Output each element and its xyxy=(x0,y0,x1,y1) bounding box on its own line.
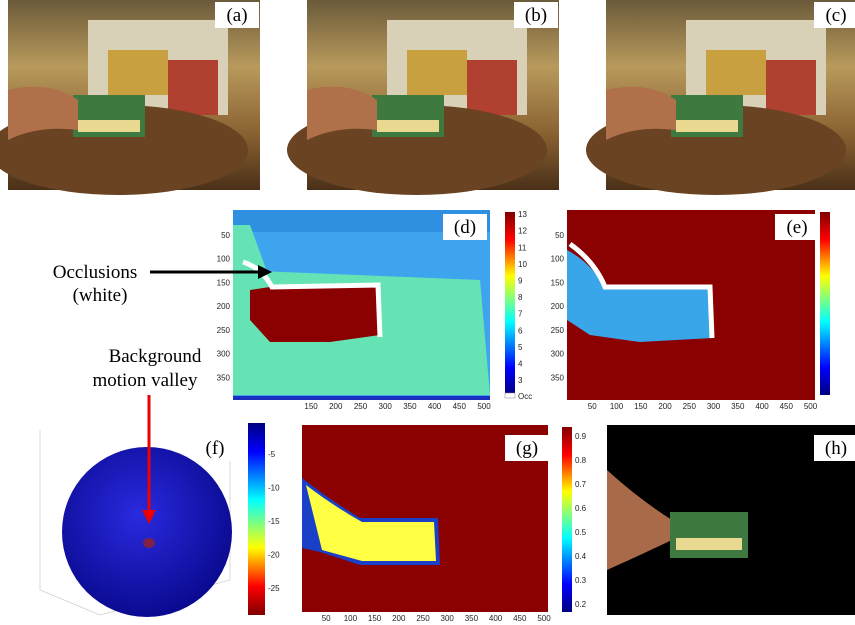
y-tick-label: 200 xyxy=(217,302,231,311)
colorbar-label: -10 xyxy=(268,484,280,493)
annotation: motion valley xyxy=(92,370,198,391)
photo-a xyxy=(0,0,260,195)
colorbar-label: 7 xyxy=(518,310,523,319)
colorbar-label: Occ xyxy=(518,392,532,401)
colorbar-label: 0.5 xyxy=(575,528,587,537)
panel-label: (g) xyxy=(516,438,538,459)
annotation: Background xyxy=(109,346,202,367)
x-tick-label: 200 xyxy=(658,402,672,411)
x-tick-label: 200 xyxy=(329,402,343,411)
x-tick-label: 500 xyxy=(477,402,491,411)
x-tick-label: 50 xyxy=(588,402,597,411)
y-tick-label: 100 xyxy=(217,255,231,264)
colorbar-label: 4 xyxy=(518,360,523,369)
x-tick-label: 300 xyxy=(441,614,455,623)
colorbar-label: 3 xyxy=(518,376,523,385)
panel-label: (d) xyxy=(454,217,476,238)
panel-label: (a) xyxy=(226,5,247,26)
colorbar-label: 5 xyxy=(518,343,523,352)
y-tick-label: 250 xyxy=(217,326,231,335)
colorbar-label: 0.4 xyxy=(575,552,587,561)
colorbar-label: -5 xyxy=(268,450,276,459)
x-tick-label: 300 xyxy=(379,402,393,411)
colorbar-label: 0.6 xyxy=(575,504,587,513)
y-tick-label: 150 xyxy=(217,278,231,287)
x-tick-label: 450 xyxy=(453,402,467,411)
panel-label: (e) xyxy=(786,217,807,238)
y-tick-label: 300 xyxy=(551,350,565,359)
x-tick-label: 50 xyxy=(322,614,331,623)
x-tick-label: 500 xyxy=(804,402,818,411)
x-tick-label: 350 xyxy=(403,402,417,411)
x-tick-label: 100 xyxy=(344,614,358,623)
x-tick-label: 150 xyxy=(304,402,318,411)
y-tick-label: 250 xyxy=(551,326,565,335)
panel-label: (f) xyxy=(206,438,225,459)
colorbar-label: -20 xyxy=(268,551,280,560)
x-tick-label: 150 xyxy=(368,614,382,623)
y-tick-label: 350 xyxy=(551,373,565,382)
y-tick-label: 100 xyxy=(551,255,565,264)
figure: Occlusions (white) Background motion val… xyxy=(0,0,855,625)
y-tick-label: 50 xyxy=(555,231,564,240)
annotation: (white) xyxy=(73,285,128,306)
colorbar-label: -15 xyxy=(268,517,280,526)
colorbar-label: 8 xyxy=(518,293,523,302)
x-tick-label: 450 xyxy=(780,402,794,411)
annotation: Occlusions xyxy=(53,262,137,283)
y-tick-label: 350 xyxy=(217,373,231,382)
colorbar-label: 0.7 xyxy=(575,480,587,489)
x-tick-label: 500 xyxy=(537,614,551,623)
x-tick-label: 200 xyxy=(392,614,406,623)
x-tick-label: 400 xyxy=(428,402,442,411)
colorbar-label: -25 xyxy=(268,584,280,593)
colorbar-label: 13 xyxy=(518,210,527,219)
colorbar-label: 11 xyxy=(518,243,527,252)
panel-label: (h) xyxy=(825,438,847,459)
colorbar-label: 0.8 xyxy=(575,456,587,465)
x-tick-label: 250 xyxy=(683,402,697,411)
x-tick-label: 300 xyxy=(707,402,721,411)
panel-label: (b) xyxy=(525,5,547,26)
colorbar-label: 0.3 xyxy=(575,576,587,585)
colorbar-label: 12 xyxy=(518,227,527,236)
x-tick-label: 150 xyxy=(634,402,648,411)
x-tick-label: 100 xyxy=(610,402,624,411)
colorbar-label: 6 xyxy=(518,326,523,335)
x-tick-label: 250 xyxy=(354,402,368,411)
y-tick-label: 50 xyxy=(221,231,230,240)
colorbar-label: 10 xyxy=(518,260,527,269)
x-tick-label: 350 xyxy=(731,402,745,411)
y-tick-label: 300 xyxy=(217,350,231,359)
x-tick-label: 400 xyxy=(489,614,503,623)
x-tick-label: 450 xyxy=(513,614,527,623)
y-tick-label: 150 xyxy=(551,278,565,287)
x-tick-label: 350 xyxy=(465,614,479,623)
x-tick-label: 400 xyxy=(755,402,769,411)
photo-b xyxy=(287,0,559,195)
colorbar-label: 9 xyxy=(518,277,523,286)
x-tick-label: 250 xyxy=(416,614,430,623)
panel-label: (c) xyxy=(825,5,846,26)
y-tick-label: 200 xyxy=(551,302,565,311)
photo-c xyxy=(586,0,855,195)
colorbar-label: 0.9 xyxy=(575,432,587,441)
colorbar-label: 0.2 xyxy=(575,600,587,609)
